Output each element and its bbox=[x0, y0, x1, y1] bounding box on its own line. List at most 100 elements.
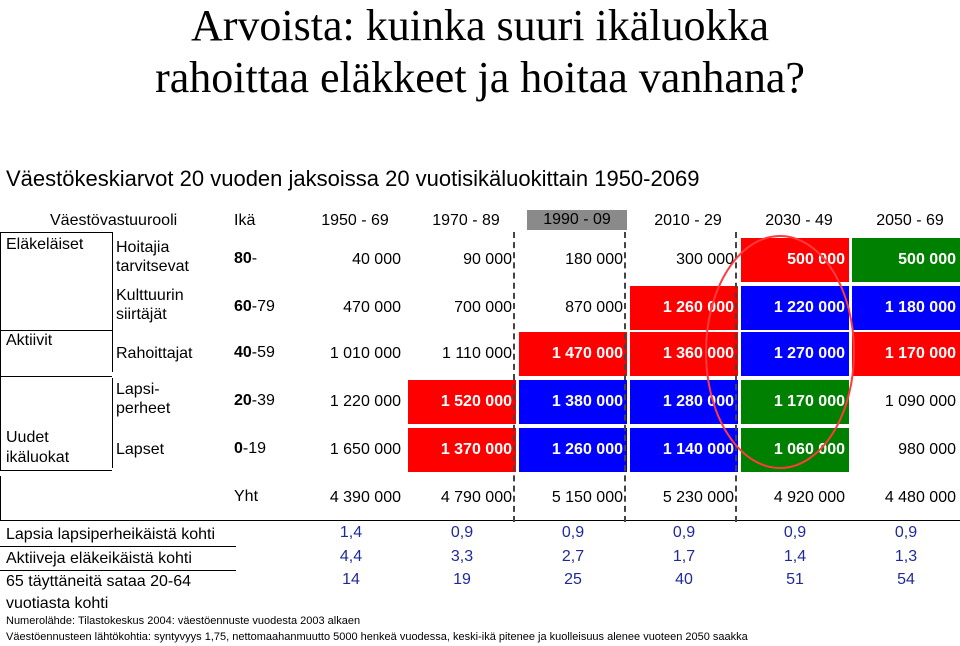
ratio-label-line-1: Aktiiveja eläkeikäistä kohti bbox=[6, 550, 192, 567]
grid-vline-left-1 bbox=[112, 232, 113, 372]
grid-hline-ratios bbox=[0, 520, 960, 521]
source-note: Numerolähde: Tilastokeskus 2004: väestöe… bbox=[6, 615, 361, 627]
total-cell: 4 390 000 bbox=[329, 489, 401, 506]
data-cell: 470 000 bbox=[343, 299, 401, 316]
total-label: Yht bbox=[234, 488, 259, 505]
ratio-value: 14 bbox=[342, 571, 360, 588]
header-period: 1990 - 09 bbox=[527, 210, 627, 230]
row-age: 80- bbox=[234, 250, 257, 268]
grid-vline-left-2 bbox=[112, 378, 113, 468]
ratio-label: Aktiiveja eläkeikäistä kohti bbox=[6, 548, 192, 570]
row-age-end: - bbox=[251, 250, 258, 267]
page-title: Arvoista: kuinka suuri ikäluokka rahoitt… bbox=[0, 0, 960, 104]
data-cell: 1 360 000 bbox=[630, 332, 738, 376]
row-role-label: Lapsi-perheet bbox=[116, 380, 170, 418]
ratio-value: 54 bbox=[897, 571, 915, 588]
data-cell: 300 000 bbox=[676, 251, 734, 268]
row-role-line-2: siirtäjät bbox=[116, 306, 167, 323]
ratio-label-line-2: vuotiasta kohti bbox=[6, 595, 109, 612]
data-cell: 1 220 000 bbox=[329, 393, 401, 410]
data-cell: 870 000 bbox=[565, 299, 623, 316]
data-cell: 500 000 bbox=[741, 238, 849, 282]
data-cell: 980 000 bbox=[898, 441, 956, 458]
data-cell: 1 470 000 bbox=[519, 332, 627, 376]
row-role-label: Lapset bbox=[116, 440, 164, 459]
data-cell: 1 370 000 bbox=[408, 428, 516, 472]
ratio-value: 0,9 bbox=[894, 524, 918, 541]
data-cell: 40 000 bbox=[352, 251, 401, 268]
grid-vline-total bbox=[0, 476, 1, 520]
ratio-value: 25 bbox=[564, 571, 582, 588]
subtitle: Väestökeskiarvot 20 vuoden jaksoissa 20 … bbox=[6, 166, 700, 191]
dashed-separator-1990 bbox=[513, 232, 515, 522]
row-age-end: -39 bbox=[251, 392, 275, 409]
data-cell: 1 180 000 bbox=[852, 286, 960, 330]
row-role-line-1: Rahoittajat bbox=[116, 345, 193, 362]
data-cell: 1 110 000 bbox=[442, 345, 512, 362]
data-cell: 1 650 000 bbox=[329, 441, 401, 458]
ratio-underline bbox=[0, 570, 236, 571]
ratio-value: 2,7 bbox=[561, 548, 585, 565]
ratio-label-line-1: 65 täyttäneitä sataa 20-64 bbox=[6, 573, 192, 590]
total-cell: 4 480 000 bbox=[884, 489, 956, 506]
row-age: 60-79 bbox=[234, 298, 275, 316]
data-cell: 1 170 000 bbox=[852, 332, 960, 376]
ratio-value: 4,4 bbox=[339, 548, 363, 565]
ratio-value: 1,7 bbox=[672, 548, 696, 565]
row-role-line-1: Lapsi- bbox=[116, 381, 160, 398]
highlight-ellipse bbox=[705, 235, 855, 469]
header-period: 1950 - 69 bbox=[321, 212, 389, 229]
row-age-end: -19 bbox=[242, 440, 267, 457]
title-line-2: rahoittaa eläkkeet ja hoitaa vanhana? bbox=[155, 53, 805, 102]
ratio-value: 1,4 bbox=[339, 524, 363, 541]
dashed-separator-2010 bbox=[624, 232, 626, 522]
grid-hline-aktiivit bbox=[0, 330, 112, 331]
data-cell: 90 000 bbox=[463, 251, 512, 268]
header-structure: Väestövastuurooli bbox=[50, 212, 178, 229]
ratio-value: 3,3 bbox=[450, 548, 474, 565]
data-cell: 1 010 000 bbox=[329, 345, 401, 362]
row-age-start: 40 bbox=[234, 344, 252, 361]
row-role-label: Hoitajia tarvitsevat bbox=[116, 238, 189, 276]
grid-hline-top bbox=[0, 232, 112, 233]
ratio-label-line-1: Lapsia lapsiperheikäistä kohti bbox=[6, 526, 216, 543]
assumption-note: Väestöennusteen lähtökohtia: syntyvyys 1… bbox=[6, 631, 748, 643]
header-period: 2050 - 69 bbox=[876, 212, 944, 229]
row-age-end: -79 bbox=[251, 298, 275, 315]
row-role-line-2: perheet bbox=[116, 400, 171, 417]
row-role-line-1: Kulttuurin bbox=[116, 287, 184, 304]
group-uudet: Uudet ikäluokat bbox=[6, 428, 69, 468]
total-cell: 4 790 000 bbox=[440, 489, 512, 506]
group-uudet-line-2: ikäluokat bbox=[6, 449, 70, 466]
ratio-value: 0,9 bbox=[672, 524, 696, 541]
ratio-value: 0,9 bbox=[450, 524, 474, 541]
title-line-1: Arvoista: kuinka suuri ikäluokka bbox=[190, 1, 769, 50]
ratio-value: 0,9 bbox=[783, 524, 807, 541]
row-role-label: Rahoittajat bbox=[116, 344, 193, 363]
grid-vline-edge bbox=[0, 232, 1, 470]
row-age: 0-19 bbox=[234, 440, 266, 458]
group-uudet-line-1: Uudet bbox=[6, 429, 49, 446]
row-age-start: 60 bbox=[234, 298, 252, 315]
data-cell: 1 170 000 bbox=[741, 380, 849, 424]
data-cell: 700 000 bbox=[454, 299, 512, 316]
grid-hline-bottom bbox=[0, 470, 112, 471]
row-age-start: 0 bbox=[234, 440, 243, 457]
total-cell: 5 230 000 bbox=[662, 489, 734, 506]
data-cell: 1 260 000 bbox=[630, 286, 738, 330]
data-cell: 1 280 000 bbox=[630, 380, 738, 424]
row-age-start: 80 bbox=[234, 250, 252, 267]
total-cell: 5 150 000 bbox=[551, 489, 623, 506]
row-role-line-1: Hoitajia bbox=[116, 239, 170, 256]
data-cell: 1 380 000 bbox=[519, 380, 627, 424]
data-cell: 1 260 000 bbox=[519, 428, 627, 472]
ratio-value: 1,3 bbox=[894, 548, 918, 565]
row-role-line-2: tarvitsevat bbox=[116, 258, 189, 275]
data-cell: 180 000 bbox=[565, 251, 623, 268]
header-period: 2010 - 29 bbox=[654, 212, 722, 229]
grid-hline-uudet bbox=[0, 376, 112, 377]
ratio-value: 40 bbox=[675, 571, 693, 588]
data-cell: 500 000 bbox=[852, 238, 960, 282]
ratio-value: 1,4 bbox=[783, 548, 807, 565]
header-age: Ikä bbox=[234, 212, 256, 229]
